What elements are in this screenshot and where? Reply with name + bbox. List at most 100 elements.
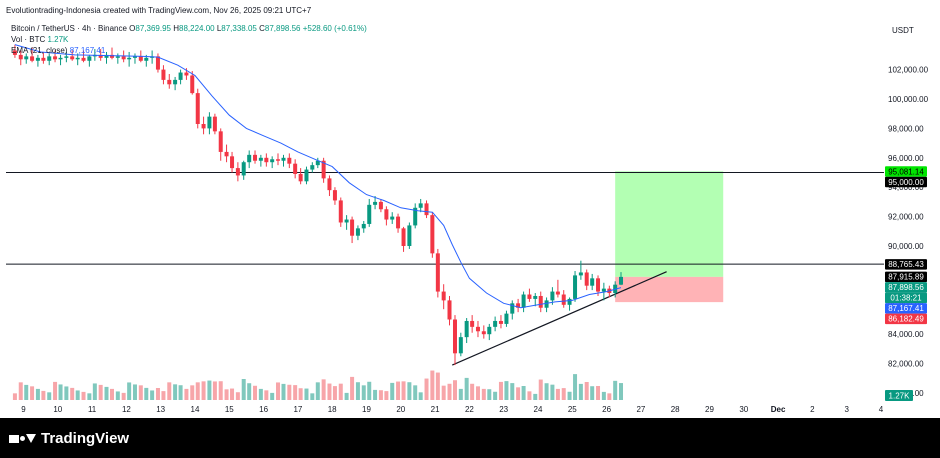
- candle-body: [53, 56, 58, 60]
- volume-bar: [458, 388, 463, 400]
- candle-body: [241, 162, 246, 176]
- candle-body: [384, 209, 389, 220]
- volume-bar: [510, 383, 515, 400]
- candles: [12, 44, 624, 366]
- currency-label[interactable]: USDT: [892, 26, 914, 35]
- price-tag-label: 01:38:21: [890, 294, 922, 303]
- volume-bar: [390, 382, 395, 400]
- price-tag-line: [885, 271, 927, 283]
- candle-body: [481, 331, 486, 335]
- candle-body: [321, 160, 326, 179]
- candle-body: [230, 156, 235, 169]
- candle-body: [498, 320, 503, 324]
- candle-body: [578, 272, 583, 276]
- volume-bar: [190, 385, 195, 400]
- volume-bar: [373, 389, 378, 400]
- x-tick-label: 12: [122, 405, 131, 414]
- candle-body: [413, 207, 418, 226]
- volume-bar: [201, 381, 206, 400]
- volume-bar: [104, 386, 109, 400]
- y-tick-label: 94,000.00: [888, 183, 924, 192]
- candle-body: [361, 223, 366, 229]
- volume-bar: [430, 370, 435, 400]
- x-tick-label: 10: [53, 405, 62, 414]
- volume-bar: [173, 384, 178, 400]
- candle-body: [573, 275, 578, 299]
- candle-body: [253, 154, 258, 161]
- candle-body: [458, 337, 463, 354]
- volume-bar: [35, 388, 40, 400]
- volume-bar: [253, 385, 258, 400]
- price-tag-ema: [885, 303, 927, 314]
- volume-bar: [424, 378, 429, 400]
- volume-label[interactable]: Vol · BTC: [11, 35, 46, 44]
- volume-bar: [384, 391, 389, 400]
- high-value: 88,224.00: [179, 24, 215, 33]
- candle-body: [87, 56, 92, 61]
- volume-bar: [235, 392, 240, 400]
- volume-bar: [47, 392, 52, 400]
- candle-body: [521, 294, 526, 308]
- volume-bar: [481, 388, 486, 400]
- candle-body: [224, 151, 229, 157]
- candle-body: [510, 303, 515, 314]
- target-zone: [615, 171, 724, 277]
- ema-label[interactable]: EMA (21, close): [11, 46, 68, 55]
- x-tick-label: 18: [328, 405, 337, 414]
- price-chart[interactable]: 80,000.0082,000.0084,000.0086,000.0088,0…: [0, 0, 940, 418]
- y-tick-label: 102,000.00: [888, 66, 929, 75]
- price-tag-countdown: [885, 292, 927, 304]
- candle-body: [35, 57, 40, 61]
- volume-bar: [361, 385, 366, 400]
- ema-line: [14, 44, 622, 309]
- candle-body: [167, 79, 172, 85]
- volume-bar: [155, 388, 160, 400]
- volume-bar: [270, 392, 275, 400]
- volume-bar: [58, 384, 63, 400]
- candle-body: [487, 326, 492, 335]
- volume-bar: [464, 377, 469, 400]
- candle-body: [475, 326, 480, 332]
- price-tag-last: [885, 282, 927, 293]
- trendline: [452, 271, 667, 366]
- volume-bar: [435, 372, 440, 400]
- price-tag-label: 95,081.14: [888, 167, 924, 176]
- close-label: C: [259, 24, 265, 33]
- price-tag-line: [885, 176, 927, 188]
- volume-bar: [607, 393, 612, 400]
- candle-body: [104, 54, 109, 58]
- candle-body: [504, 313, 509, 324]
- low-value: 87,338.05: [221, 24, 257, 33]
- candle-body: [235, 168, 240, 176]
- candle-body: [293, 163, 298, 174]
- candle-body: [304, 169, 309, 182]
- x-tick-label: 4: [879, 405, 884, 414]
- volume-bar: [350, 376, 355, 400]
- candle-body: [173, 79, 178, 85]
- x-tick-label: 23: [499, 405, 508, 414]
- candle-body: [424, 203, 429, 216]
- volume-bar: [304, 388, 309, 400]
- volume-bar: [281, 383, 286, 400]
- candle-body: [544, 300, 549, 308]
- y-tick-label: 90,000.00: [888, 242, 924, 251]
- volume-bar: [407, 382, 412, 400]
- candle-body: [555, 291, 560, 295]
- tradingview-logo[interactable]: TradingView: [9, 430, 129, 447]
- volume-value: 1.27K: [47, 35, 69, 44]
- volume-bar: [378, 390, 383, 400]
- candle-body: [247, 154, 252, 163]
- plot-area: [6, 44, 884, 400]
- candle-body: [470, 320, 475, 327]
- candle-body: [270, 159, 275, 163]
- candle-body: [12, 50, 17, 55]
- open-label: O: [129, 24, 136, 33]
- candle-body: [315, 160, 320, 166]
- volume-bar: [144, 387, 149, 400]
- candle-body: [64, 56, 69, 58]
- x-tick-label: 16: [259, 405, 268, 414]
- chart-panel[interactable]: 80,000.0082,000.0084,000.0086,000.0088,0…: [0, 0, 940, 418]
- volume-bar: [533, 393, 538, 400]
- symbol-name[interactable]: Bitcoin / TetherUS · 4h · Binance: [11, 24, 127, 33]
